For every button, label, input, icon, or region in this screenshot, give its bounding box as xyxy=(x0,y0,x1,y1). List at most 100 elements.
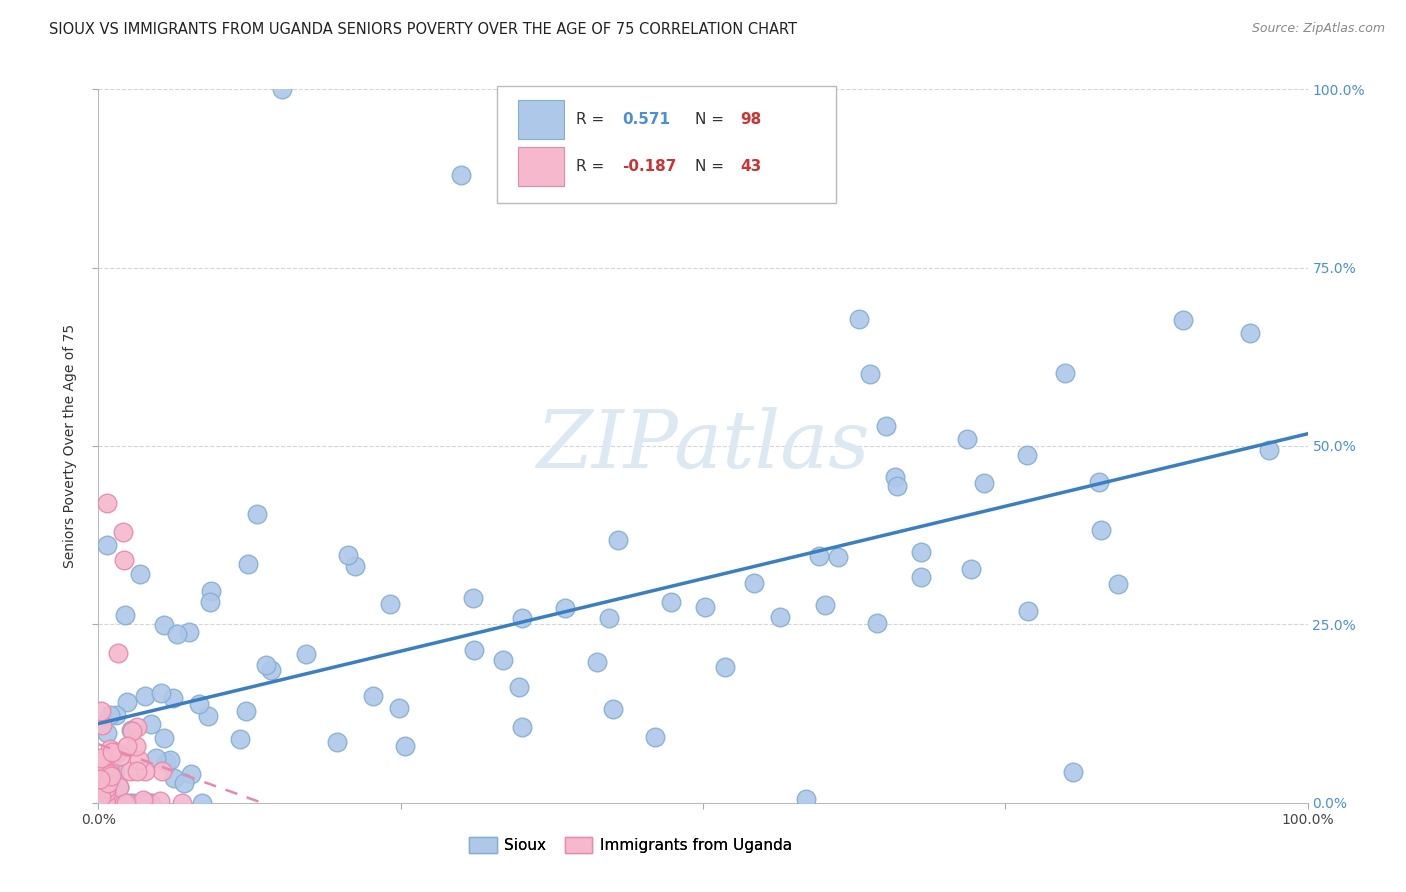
Point xyxy=(254,657,277,672)
Point xyxy=(956,432,979,446)
Point xyxy=(91,796,114,810)
Point xyxy=(94,781,117,796)
Point xyxy=(973,475,995,490)
Point xyxy=(90,754,112,768)
Point xyxy=(96,764,118,779)
Point xyxy=(112,553,135,567)
Point xyxy=(827,549,849,564)
Text: R =: R = xyxy=(576,159,609,174)
Point xyxy=(111,524,134,539)
Point xyxy=(163,772,186,786)
Point xyxy=(875,419,897,434)
Point xyxy=(586,655,609,669)
Point xyxy=(96,539,118,553)
Point xyxy=(1239,326,1261,340)
Point xyxy=(510,610,533,624)
Point xyxy=(150,764,173,778)
Point xyxy=(769,610,792,624)
Text: 98: 98 xyxy=(741,112,762,127)
Text: SIOUX VS IMMIGRANTS FROM UGANDA SENIORS POVERTY OVER THE AGE OF 75 CORRELATION C: SIOUX VS IMMIGRANTS FROM UGANDA SENIORS … xyxy=(49,22,797,37)
Text: 0.571: 0.571 xyxy=(621,112,671,127)
Point xyxy=(153,618,176,632)
Point xyxy=(1062,765,1084,780)
Point xyxy=(659,595,682,609)
Bar xyxy=(517,100,564,139)
Point xyxy=(644,731,666,745)
FancyBboxPatch shape xyxy=(498,86,837,203)
Point xyxy=(115,696,138,710)
Point xyxy=(104,707,127,722)
Point xyxy=(100,769,122,783)
Text: ZIPatlas: ZIPatlas xyxy=(536,408,870,484)
Point xyxy=(1017,448,1039,462)
Point xyxy=(155,756,177,770)
Point xyxy=(118,796,141,810)
Point xyxy=(110,796,132,810)
Text: 43: 43 xyxy=(741,159,762,174)
Point xyxy=(246,507,269,521)
Point xyxy=(200,594,222,608)
Point xyxy=(343,559,366,574)
Point xyxy=(173,776,195,790)
Point xyxy=(378,598,401,612)
Point xyxy=(714,660,737,674)
Point xyxy=(90,790,112,805)
Point xyxy=(848,311,870,326)
Point xyxy=(121,796,143,810)
Point xyxy=(1054,366,1077,380)
Point xyxy=(120,723,142,737)
Point xyxy=(796,792,818,806)
Point xyxy=(152,731,174,746)
Point xyxy=(508,681,530,695)
Point xyxy=(598,611,620,625)
Point xyxy=(394,739,416,754)
Point xyxy=(107,646,129,660)
Point xyxy=(98,742,121,756)
Point xyxy=(1088,475,1111,489)
Point xyxy=(180,767,202,781)
Point xyxy=(179,625,201,640)
Point xyxy=(132,796,155,810)
Point xyxy=(229,731,252,746)
Point xyxy=(134,795,156,809)
Point xyxy=(910,570,932,584)
Point xyxy=(814,598,837,612)
Point xyxy=(98,767,121,781)
Point xyxy=(884,470,907,484)
Point xyxy=(114,607,136,622)
Point xyxy=(361,689,384,703)
Point xyxy=(90,704,112,718)
Point xyxy=(121,724,143,739)
Point xyxy=(1107,577,1129,591)
Point xyxy=(90,751,112,765)
Point xyxy=(115,796,138,810)
Point xyxy=(693,600,716,615)
Point xyxy=(150,686,173,700)
Point xyxy=(139,796,162,810)
Point xyxy=(145,751,167,765)
Point xyxy=(112,796,135,810)
Point xyxy=(93,774,115,789)
Point xyxy=(149,794,172,808)
Point xyxy=(166,627,188,641)
Point xyxy=(103,796,125,810)
Point xyxy=(294,647,316,661)
Point xyxy=(128,753,150,767)
Point xyxy=(94,796,117,810)
Point xyxy=(236,557,259,571)
Point xyxy=(1090,523,1112,537)
Point xyxy=(170,796,193,810)
Point xyxy=(139,716,162,731)
Point xyxy=(1257,443,1279,458)
Point xyxy=(100,768,122,782)
Point xyxy=(115,739,138,753)
Point xyxy=(94,784,117,798)
Point xyxy=(602,702,624,716)
Point xyxy=(235,704,257,718)
Point xyxy=(94,796,117,810)
Point xyxy=(162,691,184,706)
Text: -0.187: -0.187 xyxy=(621,159,676,174)
Point xyxy=(87,764,110,778)
Point xyxy=(118,764,141,779)
Point xyxy=(132,793,155,807)
